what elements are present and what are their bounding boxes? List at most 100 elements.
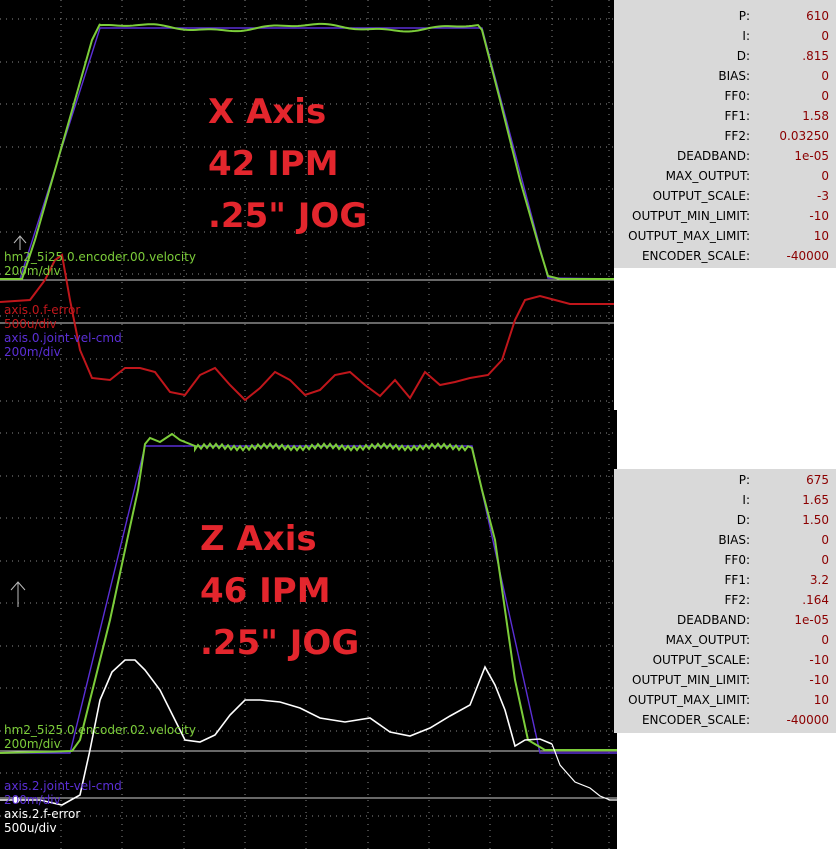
param-row: MAX_OUTPUT: 0 [614, 630, 836, 650]
param-value[interactable]: 0 [821, 169, 829, 183]
param-name: ENCODER_SCALE: [641, 249, 750, 263]
z-axis-jog: .25" JOG [200, 623, 360, 663]
x-trigger-arrow-icon [13, 235, 27, 250]
param-name: P: [738, 9, 750, 23]
z-trigger-arrow-icon [10, 581, 26, 607]
z-axis-scope-plot[interactable]: Z Axis 46 IPM .25" JOG hm2_5i25.0.encode… [0, 410, 617, 849]
param-name: OUTPUT_MIN_LIMIT: [632, 209, 750, 223]
x-axis-jog: .25" JOG [208, 196, 368, 236]
param-name: OUTPUT_MAX_LIMIT: [628, 229, 750, 243]
param-row: D: 1.50 [614, 510, 836, 530]
param-value[interactable]: -3 [817, 189, 829, 203]
x-axis-scope-plot[interactable]: X Axis 42 IPM .25" JOG hm2_5i25.0.encode… [0, 0, 614, 410]
param-value[interactable]: 1.50 [802, 513, 829, 527]
param-value[interactable]: 1e-05 [794, 149, 829, 163]
param-name: FF1: [724, 573, 750, 587]
param-name: FF0: [724, 89, 750, 103]
z-encoder-velocity-trace [0, 432, 617, 754]
x-axis-title: X Axis [208, 92, 327, 132]
param-value[interactable]: 10 [813, 693, 829, 707]
param-row: ENCODER_SCALE: -40000 [614, 246, 836, 266]
param-name: BIAS: [718, 533, 750, 547]
z-axis-scope-canvas [0, 410, 617, 849]
param-row: OUTPUT_MIN_LIMIT: -10 [614, 670, 836, 690]
param-value[interactable]: 0.03250 [779, 129, 829, 143]
param-row: I: 1.65 [614, 490, 836, 510]
x-vel-cmd-trace-name[interactable]: axis.0.joint-vel-cmd [4, 331, 122, 345]
x-axis-scope-canvas [0, 0, 614, 410]
x-vel-cmd-trace-scale: 200m/div [4, 345, 61, 359]
x-axis-speed: 42 IPM [208, 144, 339, 184]
param-value[interactable]: 10 [813, 229, 829, 243]
param-value[interactable]: -10 [809, 673, 829, 687]
x-ferror-trace-name[interactable]: axis.0.f-error [4, 303, 81, 317]
param-value[interactable]: 0 [821, 553, 829, 567]
x-f-error-trace [0, 253, 614, 402]
param-row: BIAS: 0 [614, 66, 836, 86]
param-row: FF1: 1.58 [614, 106, 836, 126]
param-value[interactable]: 0 [821, 29, 829, 43]
param-row: P: 610 [614, 6, 836, 26]
param-name: FF2: [724, 593, 750, 607]
param-name: OUTPUT_MIN_LIMIT: [632, 673, 750, 687]
z-f-error-trace [0, 659, 553, 806]
param-value[interactable]: 610 [806, 9, 829, 23]
z-ferror-trace-scale: 500u/div [4, 821, 57, 835]
param-value[interactable]: 3.2 [809, 573, 829, 587]
param-value[interactable]: 675 [806, 473, 829, 487]
param-value[interactable]: 1.65 [802, 493, 829, 507]
z-vel-cmd-trace-scale: 200m/div [4, 793, 61, 807]
z-joint-vel-cmd-trace [0, 445, 617, 754]
param-name: FF1: [724, 109, 750, 123]
param-row: OUTPUT_SCALE: -10 [614, 650, 836, 670]
z-axis-speed: 46 IPM [200, 571, 331, 611]
param-value[interactable]: 0 [821, 69, 829, 83]
z-velocity-trace-scale: 200m/div [4, 737, 61, 751]
param-row: MAX_OUTPUT: 0 [614, 166, 836, 186]
param-value[interactable]: -40000 [786, 713, 829, 727]
param-value[interactable]: -10 [809, 653, 829, 667]
param-value[interactable]: -10 [809, 209, 829, 223]
param-name: D: [736, 513, 750, 527]
param-row: OUTPUT_MAX_LIMIT: 10 [614, 690, 836, 710]
param-value[interactable]: 0 [821, 533, 829, 547]
x-axis-pid-params-panel: P: 610 I: 0 D: .815 BIAS: 0 FF0: 0 FF1: 1.58 FF2: 0.0… [614, 0, 836, 268]
param-name: FF0: [724, 553, 750, 567]
param-row: OUTPUT_MIN_LIMIT: -10 [614, 206, 836, 226]
param-name: MAX_OUTPUT: [665, 633, 750, 647]
param-row: BIAS: 0 [614, 530, 836, 550]
param-name: OUTPUT_SCALE: [652, 189, 750, 203]
z-f-error-settle-trace [551, 743, 617, 801]
param-value[interactable]: .164 [802, 593, 829, 607]
z-ferror-trace-name[interactable]: axis.2.f-error [4, 807, 81, 821]
x-ferror-trace-scale: 500u/div [4, 317, 57, 331]
z-ferror-marker-dot [12, 796, 20, 804]
param-row: P: 675 [614, 470, 836, 490]
x-encoder-velocity-trace [0, 22, 614, 280]
param-value[interactable]: .815 [802, 49, 829, 63]
param-name: FF2: [724, 129, 750, 143]
param-row: ENCODER_SCALE: -40000 [614, 710, 836, 730]
param-value[interactable]: -40000 [786, 249, 829, 263]
param-name: D: [736, 49, 750, 63]
param-value[interactable]: 0 [821, 89, 829, 103]
param-row: FF0: 0 [614, 86, 836, 106]
param-name: ENCODER_SCALE: [641, 713, 750, 727]
param-value[interactable]: 1e-05 [794, 613, 829, 627]
x-velocity-trace-name[interactable]: hm2_5i25.0.encoder.00.velocity [4, 250, 196, 264]
param-name: OUTPUT_SCALE: [652, 653, 750, 667]
z-velocity-trace-name[interactable]: hm2_5i25.0.encoder.02.velocity [4, 723, 196, 737]
param-name: MAX_OUTPUT: [665, 169, 750, 183]
x-velocity-trace-scale: 200m/div [4, 264, 61, 278]
param-value[interactable]: 1.58 [802, 109, 829, 123]
param-row: FF2: .164 [614, 590, 836, 610]
param-row: FF0: 0 [614, 550, 836, 570]
param-value[interactable]: 0 [821, 633, 829, 647]
z-vel-cmd-trace-name[interactable]: axis.2.joint-vel-cmd [4, 779, 122, 793]
param-row: OUTPUT_SCALE: -3 [614, 186, 836, 206]
param-row: OUTPUT_MAX_LIMIT: 10 [614, 226, 836, 246]
param-name: DEADBAND: [677, 149, 750, 163]
param-name: BIAS: [718, 69, 750, 83]
param-name: P: [738, 473, 750, 487]
param-row: D: .815 [614, 46, 836, 66]
